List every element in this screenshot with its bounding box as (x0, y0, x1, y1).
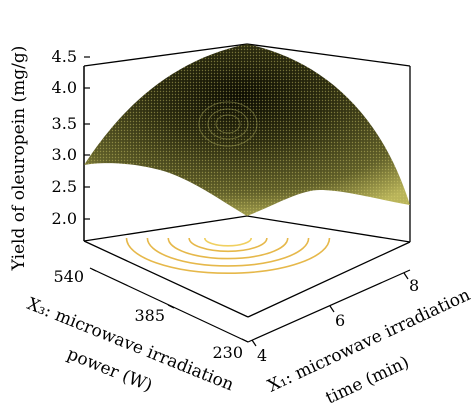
z-tick-label: 4.5 (52, 47, 77, 66)
surface-peak-rings (198, 101, 258, 147)
contour-line (203, 237, 253, 247)
base-back-left (83, 215, 248, 242)
contour-line (146, 237, 310, 267)
z-axis-title: Yield of oleuropein (mg/g) (9, 46, 29, 272)
back-top-right (246, 43, 411, 67)
x1-tick-label: 6 (335, 311, 345, 330)
x1-tick-label: 4 (257, 346, 267, 365)
x3-tick-label: 230 (212, 343, 243, 362)
x1-tick-label: 8 (409, 276, 419, 295)
contour-line (188, 237, 268, 253)
x3-axis: 540 385 230 X₃: microwave irradiation po… (24, 267, 249, 396)
base-back-right (246, 215, 411, 243)
base-front-right (247, 241, 411, 318)
surface-mesh (84, 44, 410, 216)
z-tick-label: 2.5 (52, 177, 77, 196)
contour-line (167, 237, 289, 260)
z-tick-label: 2.0 (52, 209, 77, 228)
base-contours (125, 237, 331, 275)
x3-tick-label: 385 (134, 306, 165, 325)
base-front-left (83, 240, 249, 318)
z-axis: 2.0 2.5 3.0 3.5 4.0 4.5 Yield of oleurop… (9, 46, 90, 272)
back-top-left (83, 43, 248, 67)
z-tick-label: 3.5 (52, 114, 77, 133)
contour-line (125, 237, 331, 275)
z-tick-label: 4.0 (52, 78, 77, 97)
x1-axis: 4 6 8 X₁: microwave irradiation time (mi… (247, 269, 473, 409)
z-tick-label: 3.0 (52, 145, 77, 164)
x3-tick-label: 540 (53, 267, 84, 286)
